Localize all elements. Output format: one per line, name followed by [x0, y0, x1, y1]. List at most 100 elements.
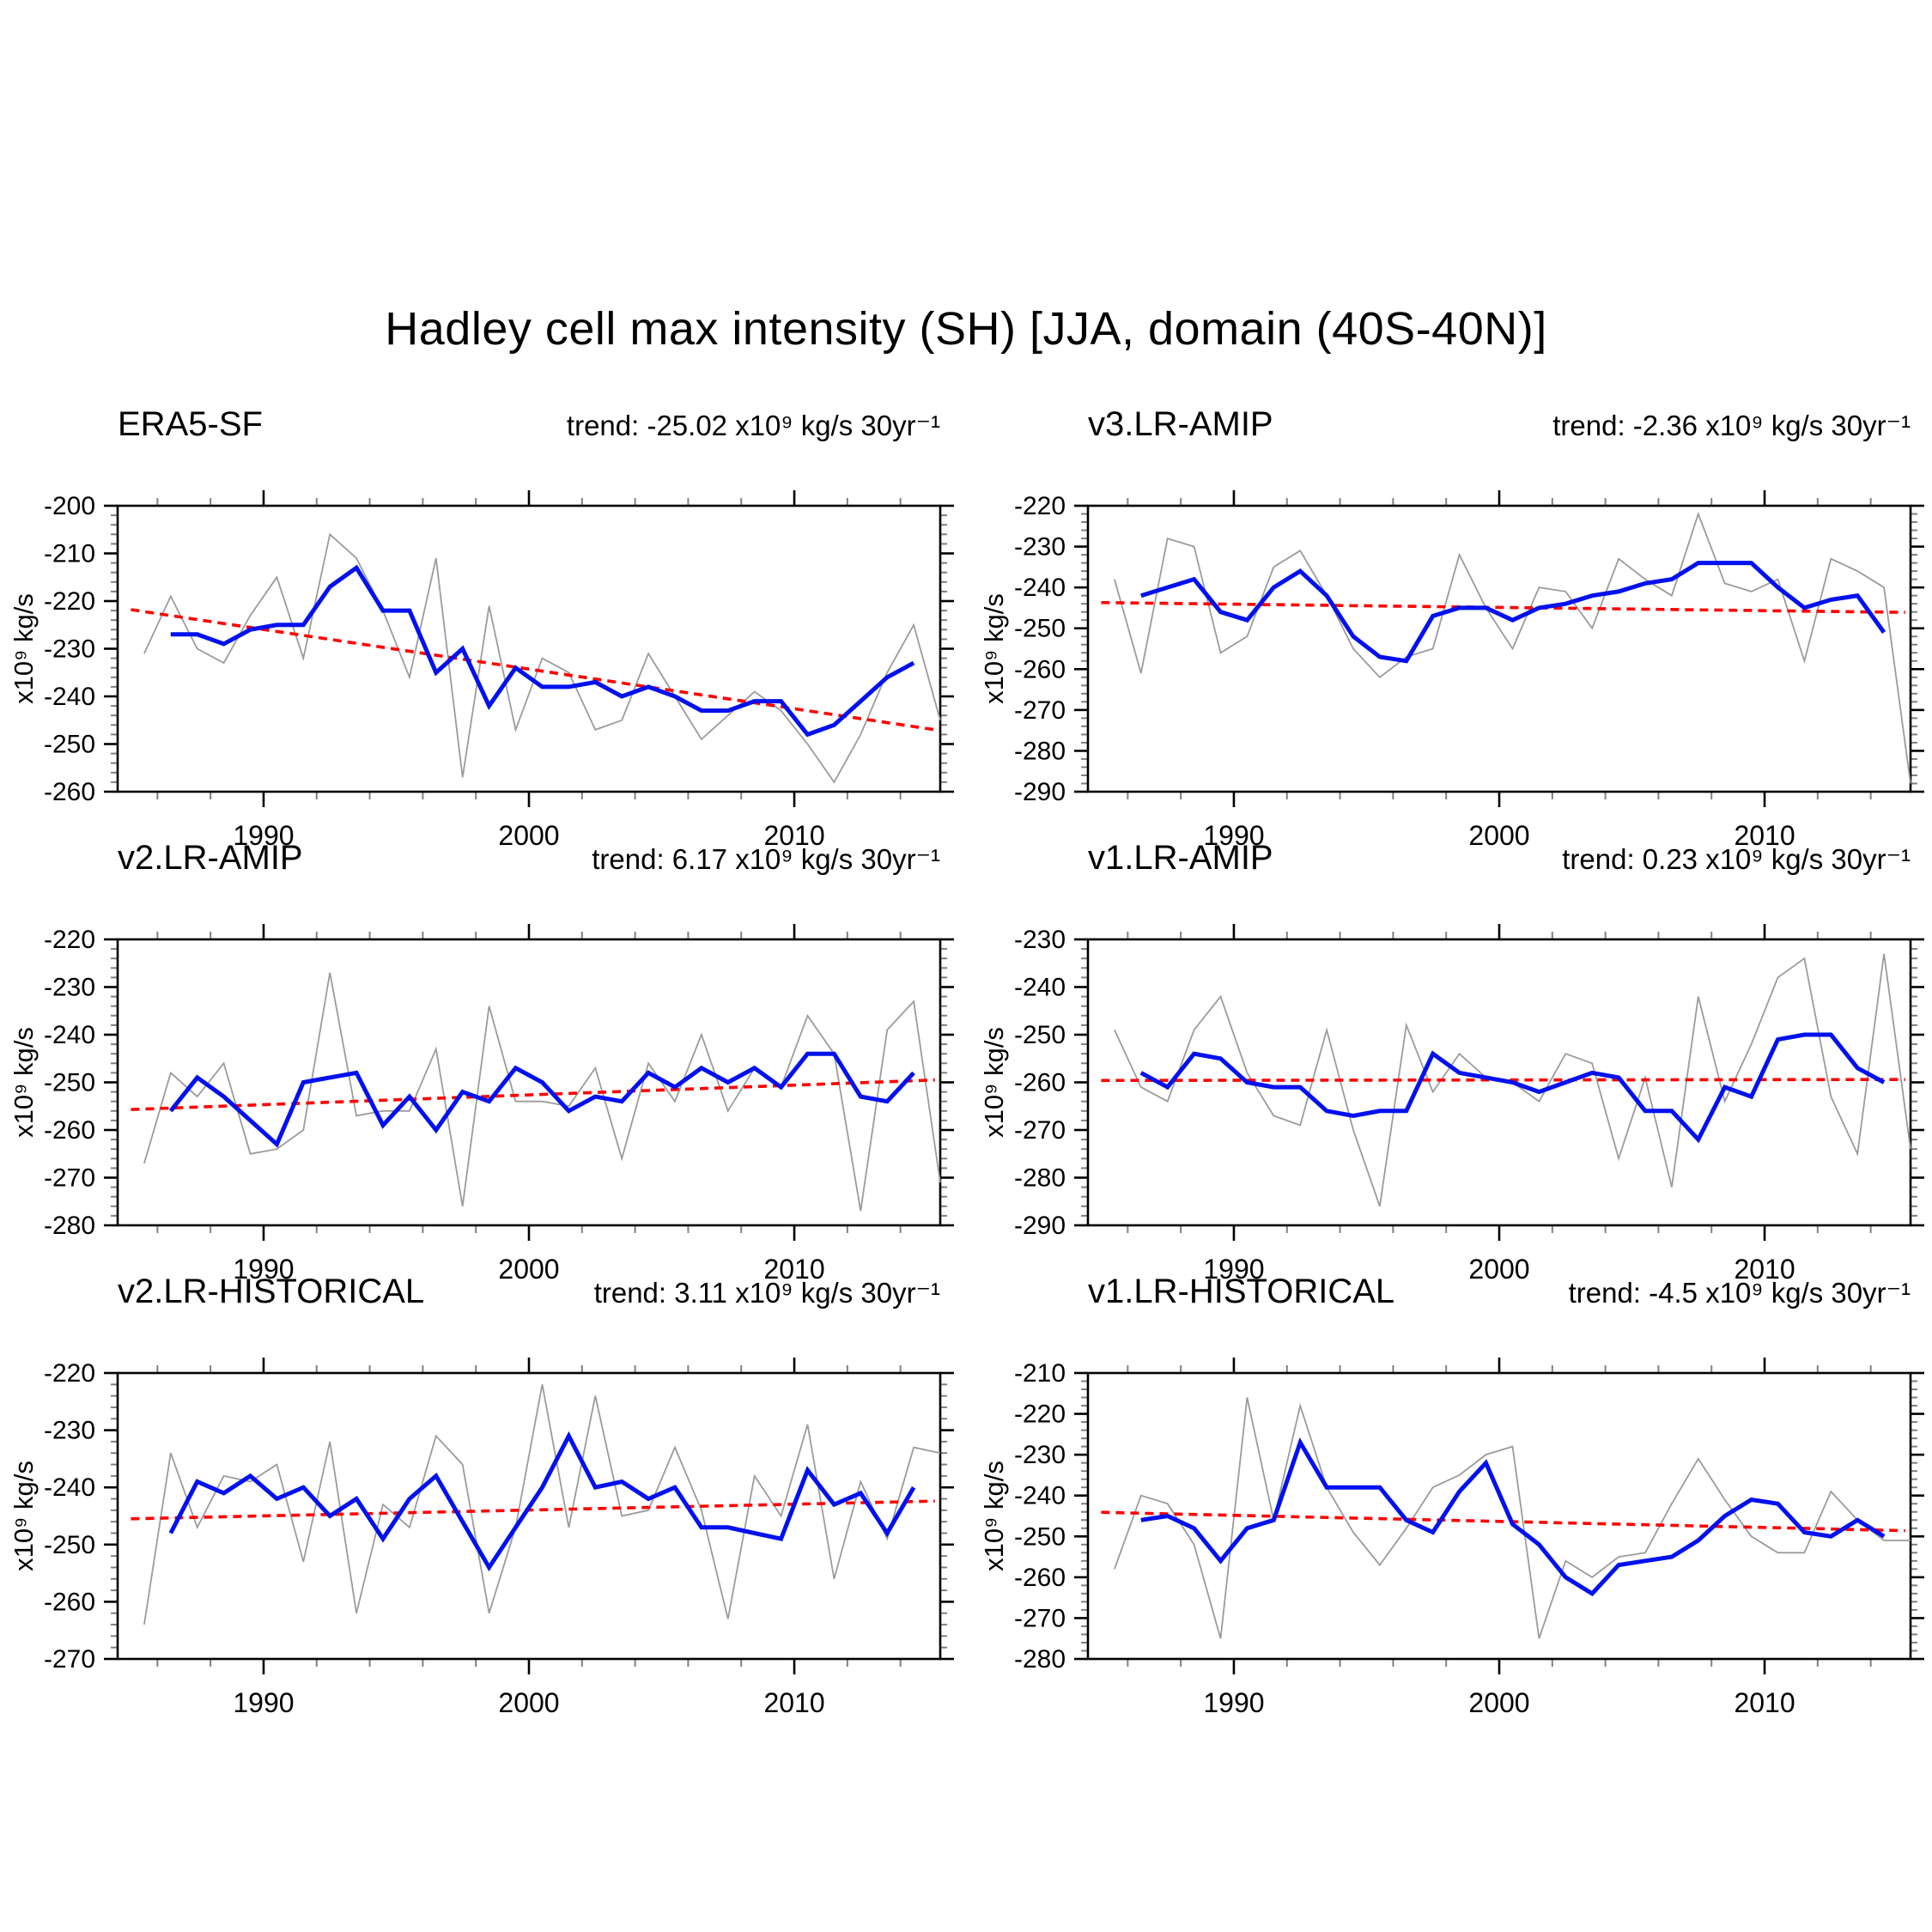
- annual-series-line: [143, 1384, 941, 1625]
- svg-text:2010: 2010: [1734, 1687, 1795, 1718]
- svg-text:1990: 1990: [233, 820, 294, 851]
- chart-v1.LR-AMIP: -230 -240 -250 -260 -270 -280 -290 1990 2000 2010…: [979, 924, 1924, 1285]
- x-tick-labels: 1990 2000 2010: [233, 820, 824, 851]
- panel-v3.LR-AMIP: v3.LR-AMIP trend: -2.36 x10⁹ kg/s 30yr⁻¹…: [970, 385, 1932, 851]
- y-tick-labels: -200 -210 -220 -230 -240 -250 -260: [44, 492, 95, 806]
- svg-text:2000: 2000: [1468, 1687, 1529, 1718]
- panel-title: v3.LR-AMIP: [1088, 405, 1273, 443]
- svg-text:2010: 2010: [763, 1254, 824, 1285]
- chart-ERA5-SF: -200 -210 -220 -230 -240 -250 -260 1990 2000 2010…: [9, 490, 954, 851]
- plot-frame: [1086, 938, 1912, 1227]
- svg-text:-210: -210: [1014, 1359, 1066, 1388]
- svg-text:-230: -230: [44, 1417, 95, 1445]
- svg-text:-270: -270: [1014, 1604, 1066, 1632]
- trend-line: [131, 608, 936, 732]
- svg-text:2000: 2000: [498, 1254, 559, 1285]
- trend-line: [131, 1078, 935, 1111]
- x-tick-labels: 1990 2000 2010: [233, 1254, 824, 1285]
- plot-frame: [1086, 504, 1912, 793]
- panel-title: v2.LR-HISTORICAL: [118, 1273, 425, 1310]
- svg-text:-210: -210: [44, 540, 95, 568]
- plot-frame: [1086, 1371, 1912, 1661]
- smoothed-series-line: [1140, 561, 1886, 664]
- panel-header: v2.LR-AMIP trend: 6.17 x10⁹ kg/s 30yr⁻¹: [118, 825, 940, 875]
- smoothed-series-line: [1139, 1032, 1886, 1144]
- svg-text:-270: -270: [44, 1164, 95, 1193]
- svg-text:-260: -260: [44, 778, 95, 806]
- svg-text:-280: -280: [1014, 737, 1066, 765]
- svg-text:-240: -240: [44, 683, 95, 711]
- svg-text:-200: -200: [44, 492, 95, 520]
- panel-ERA5-SF: ERA5-SF trend: -25.02 x10⁹ kg/s 30yr⁻¹ -…: [0, 385, 970, 851]
- trend-label: trend: -2.36 x10⁹ kg/s 30yr⁻¹: [1552, 409, 1911, 441]
- panel-header: ERA5-SF trend: -25.02 x10⁹ kg/s 30yr⁻¹: [118, 392, 940, 441]
- chart-v2.LR-HISTORICAL: -220 -230 -240 -250 -260 -270 1990 2000 2010 x10⁹…: [9, 1358, 954, 1718]
- svg-text:-250: -250: [1014, 1021, 1066, 1049]
- major-ticks: [1074, 1358, 1924, 1674]
- panel-header: v2.LR-HISTORICAL trend: 3.11 x10⁹ kg/s 3…: [118, 1259, 940, 1309]
- y-axis-label: x10⁹ kg/s: [979, 1027, 1009, 1138]
- panel-header: v1.LR-HISTORICAL trend: -4.5 x10⁹ kg/s 3…: [1088, 1259, 1911, 1309]
- svg-text:-290: -290: [1014, 1212, 1066, 1240]
- svg-text:1990: 1990: [1203, 1687, 1264, 1718]
- svg-text:-260: -260: [1014, 655, 1066, 683]
- svg-text:-240: -240: [1014, 974, 1066, 1002]
- svg-text:2000: 2000: [1468, 1254, 1529, 1285]
- trend-line: [1101, 1510, 1905, 1533]
- svg-text:-220: -220: [1014, 1400, 1066, 1429]
- svg-text:1990: 1990: [1203, 1254, 1264, 1285]
- minor-ticks: [111, 932, 947, 1233]
- svg-text:2010: 2010: [763, 1687, 824, 1718]
- panel-v1.LR-AMIP: v1.LR-AMIP trend: 0.23 x10⁹ kg/s 30yr⁻¹ …: [970, 818, 1932, 1285]
- y-axis-label: x10⁹ kg/s: [9, 1027, 39, 1138]
- svg-text:-260: -260: [44, 1116, 95, 1145]
- trend-line: [1101, 600, 1905, 614]
- svg-text:1990: 1990: [233, 1687, 294, 1718]
- y-tick-labels: -220 -230 -240 -250 -260 -270: [44, 1359, 95, 1674]
- minor-ticks: [1081, 1365, 1917, 1667]
- chart-v1.LR-HISTORICAL: -210 -220 -230 -240 -250 -260 -270 -280 1990 2000…: [979, 1358, 1924, 1718]
- major-ticks: [1074, 924, 1924, 1241]
- major-ticks: [104, 490, 954, 807]
- x-tick-labels: 1990 2000 2010: [1203, 1687, 1795, 1718]
- panel-title: ERA5-SF: [118, 405, 263, 443]
- figure-title: Hadley cell max intensity (SH) [JJA, dom…: [385, 303, 1547, 355]
- trend-label: trend: 3.11 x10⁹ kg/s 30yr⁻¹: [593, 1276, 940, 1309]
- y-axis-label: x10⁹ kg/s: [979, 593, 1009, 704]
- smoothed-series-line: [168, 1431, 916, 1572]
- panel-v2.LR-AMIP: v2.LR-AMIP trend: 6.17 x10⁹ kg/s 30yr⁻¹ …: [0, 818, 970, 1285]
- major-ticks: [104, 1358, 954, 1674]
- minor-ticks: [111, 1365, 947, 1667]
- chart-v2.LR-AMIP: -220 -230 -240 -250 -260 -270 -280 1990 2000 2010…: [9, 924, 954, 1285]
- annual-series-line: [1114, 1397, 1911, 1639]
- svg-text:1990: 1990: [1203, 820, 1264, 851]
- svg-text:-230: -230: [44, 974, 95, 1002]
- svg-text:-220: -220: [1014, 492, 1066, 520]
- svg-text:-260: -260: [44, 1588, 95, 1616]
- major-ticks: [104, 924, 954, 1241]
- y-axis-label: x10⁹ kg/s: [9, 593, 39, 704]
- svg-text:-280: -280: [44, 1212, 95, 1240]
- minor-ticks: [111, 498, 947, 799]
- svg-text:-240: -240: [44, 1021, 95, 1049]
- x-tick-labels: 1990 2000 2010: [1203, 820, 1795, 851]
- annual-series-line: [143, 532, 941, 784]
- svg-text:-230: -230: [1014, 533, 1066, 562]
- svg-text:-250: -250: [1014, 1522, 1066, 1551]
- svg-text:-270: -270: [1014, 1116, 1066, 1145]
- panel-title: v1.LR-HISTORICAL: [1088, 1273, 1395, 1310]
- svg-text:-250: -250: [44, 731, 95, 759]
- chart-v3.LR-AMIP: -220 -230 -240 -250 -260 -270 -280 -290 1990 2000…: [979, 490, 1924, 851]
- plot-frame: [116, 1371, 942, 1661]
- svg-text:-250: -250: [44, 1531, 95, 1559]
- annual-series-line: [143, 972, 941, 1212]
- svg-text:-280: -280: [1014, 1164, 1066, 1193]
- trend-label: trend: -4.5 x10⁹ kg/s 30yr⁻¹: [1568, 1276, 1911, 1309]
- svg-text:-250: -250: [1014, 615, 1066, 643]
- panel-title: v1.LR-AMIP: [1088, 839, 1273, 877]
- plot-frame: [116, 504, 942, 793]
- svg-text:-270: -270: [44, 1645, 95, 1674]
- svg-text:-230: -230: [1014, 1441, 1066, 1469]
- annual-series-line: [1114, 511, 1911, 784]
- svg-text:-260: -260: [1014, 1069, 1066, 1097]
